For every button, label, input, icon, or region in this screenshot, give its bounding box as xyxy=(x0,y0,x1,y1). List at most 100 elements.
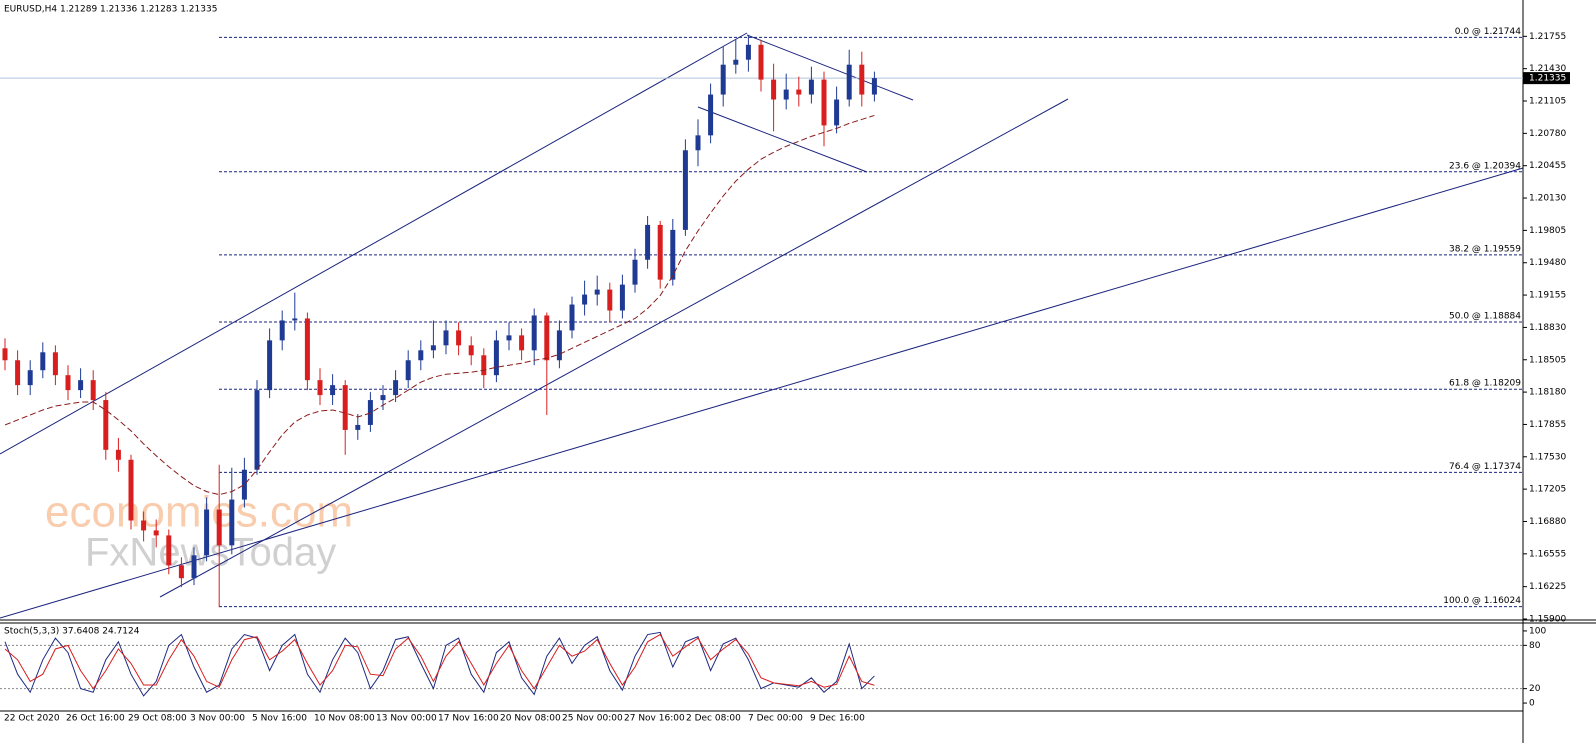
indicator-title: Stoch(5,3,3) 37.6408 24.7124 xyxy=(4,627,140,637)
candle-body xyxy=(682,150,688,230)
candle-body xyxy=(103,400,109,450)
y-tick-label: 20 xyxy=(1529,684,1541,694)
y-tick-label: 1.17530 xyxy=(1529,452,1566,462)
candle-body xyxy=(632,259,638,285)
chart-title: EURUSD,H4 1.21289 1.21336 1.21283 1.2133… xyxy=(4,5,217,15)
y-tick-label: 100 xyxy=(1529,626,1546,636)
candle-body xyxy=(279,320,285,341)
candle-body xyxy=(15,360,21,386)
candle-body xyxy=(317,380,323,396)
fib-label: 100.0 @ 1.16024 xyxy=(1443,596,1521,606)
candle-body xyxy=(745,44,751,60)
y-tick-label: 1.20130 xyxy=(1529,194,1566,204)
trend-line xyxy=(746,34,914,101)
y-tick-label: 1.20455 xyxy=(1529,161,1566,171)
candle-body xyxy=(493,340,499,376)
fib-label: 61.8 @ 1.18209 xyxy=(1449,379,1521,389)
candle-body xyxy=(871,78,877,95)
candle-body xyxy=(330,385,336,396)
candle-body xyxy=(254,390,260,470)
watermark: FxNewsToday xyxy=(85,531,336,575)
trend-line xyxy=(159,98,1069,598)
y-tick-label: 1.21105 xyxy=(1529,97,1566,107)
candle-body xyxy=(506,335,512,341)
x-tick-label: 2 Dec 08:00 xyxy=(686,714,741,724)
y-tick-label: 1.16555 xyxy=(1529,549,1566,559)
x-tick-label: 13 Nov 00:00 xyxy=(376,714,437,724)
candle-body xyxy=(456,330,462,346)
fib-label: 38.2 @ 1.19559 xyxy=(1449,244,1521,254)
x-tick-label: 26 Oct 16:00 xyxy=(66,714,125,724)
y-tick-label: 1.18180 xyxy=(1529,388,1566,398)
candle-body xyxy=(393,380,399,396)
candle-body xyxy=(380,395,386,401)
stoch-line xyxy=(4,631,875,697)
y-tick-label: 1.18505 xyxy=(1529,355,1566,365)
candle-body xyxy=(430,345,436,351)
candle-body xyxy=(40,352,46,371)
candle-body xyxy=(52,352,58,376)
candle-body xyxy=(783,89,789,100)
candle-body xyxy=(645,224,651,260)
candle-body xyxy=(556,330,562,361)
candle-body xyxy=(796,89,802,95)
x-tick-label: 7 Dec 00:00 xyxy=(748,714,803,724)
y-tick-label: 1.16880 xyxy=(1529,517,1566,527)
y-tick-label: 1.19480 xyxy=(1529,258,1566,268)
candle-body xyxy=(292,318,298,321)
x-tick-label: 10 Nov 08:00 xyxy=(314,714,375,724)
trend-line xyxy=(0,167,1524,619)
candle-body xyxy=(166,535,172,566)
candle-body xyxy=(141,520,147,531)
candle-body xyxy=(771,79,777,100)
candle-body xyxy=(657,224,663,280)
candle-body xyxy=(355,424,361,430)
fib-label: 0.0 @ 1.21744 xyxy=(1455,27,1522,37)
trend-line xyxy=(697,106,868,173)
y-tick-label: 0 xyxy=(1529,699,1535,709)
x-tick-label: 29 Oct 08:00 xyxy=(128,714,187,724)
candle-body xyxy=(846,64,852,100)
candle-body xyxy=(418,350,424,361)
y-tick-label: 1.16225 xyxy=(1529,582,1566,592)
x-tick-label: 22 Oct 2020 xyxy=(4,714,60,724)
candle-body xyxy=(178,565,184,579)
candle-body xyxy=(216,509,222,546)
y-tick-label: 1.17205 xyxy=(1529,485,1566,495)
x-tick-label: 5 Nov 16:00 xyxy=(252,714,307,724)
candle-body xyxy=(191,555,197,579)
candle-body xyxy=(241,469,247,500)
y-tick-label: 1.19805 xyxy=(1529,226,1566,236)
x-tick-label: 3 Nov 00:00 xyxy=(190,714,245,724)
x-tick-label: 17 Nov 16:00 xyxy=(438,714,499,724)
candle-body xyxy=(708,94,714,136)
candle-body xyxy=(481,355,487,376)
candle-body xyxy=(204,509,210,556)
candle-body xyxy=(65,375,71,391)
candle-body xyxy=(821,79,827,126)
y-tick-label: 1.21430 xyxy=(1529,64,1566,74)
candle-body xyxy=(733,59,739,65)
last-price-label: 1.21335 xyxy=(1529,74,1566,84)
candle-body xyxy=(594,289,600,295)
candle-body xyxy=(267,340,273,391)
y-tick-label: 1.17855 xyxy=(1529,420,1566,430)
x-tick-label: 20 Nov 08:00 xyxy=(500,714,561,724)
fib-label: 23.6 @ 1.20394 xyxy=(1449,161,1521,171)
candle-body xyxy=(544,315,550,361)
candle-body xyxy=(607,289,613,311)
stoch-line xyxy=(4,633,875,690)
fib-label: 76.4 @ 1.17374 xyxy=(1449,462,1521,472)
candle-body xyxy=(758,44,764,80)
candle-body xyxy=(619,284,625,311)
candle-body xyxy=(304,318,310,381)
candle-body xyxy=(468,345,474,356)
candle-body xyxy=(115,449,121,460)
candle-body xyxy=(834,99,840,126)
fib-label: 50.0 @ 1.18884 xyxy=(1449,312,1521,322)
candle-body xyxy=(582,294,588,305)
x-tick-label: 27 Nov 16:00 xyxy=(624,714,685,724)
candle-body xyxy=(531,315,537,351)
